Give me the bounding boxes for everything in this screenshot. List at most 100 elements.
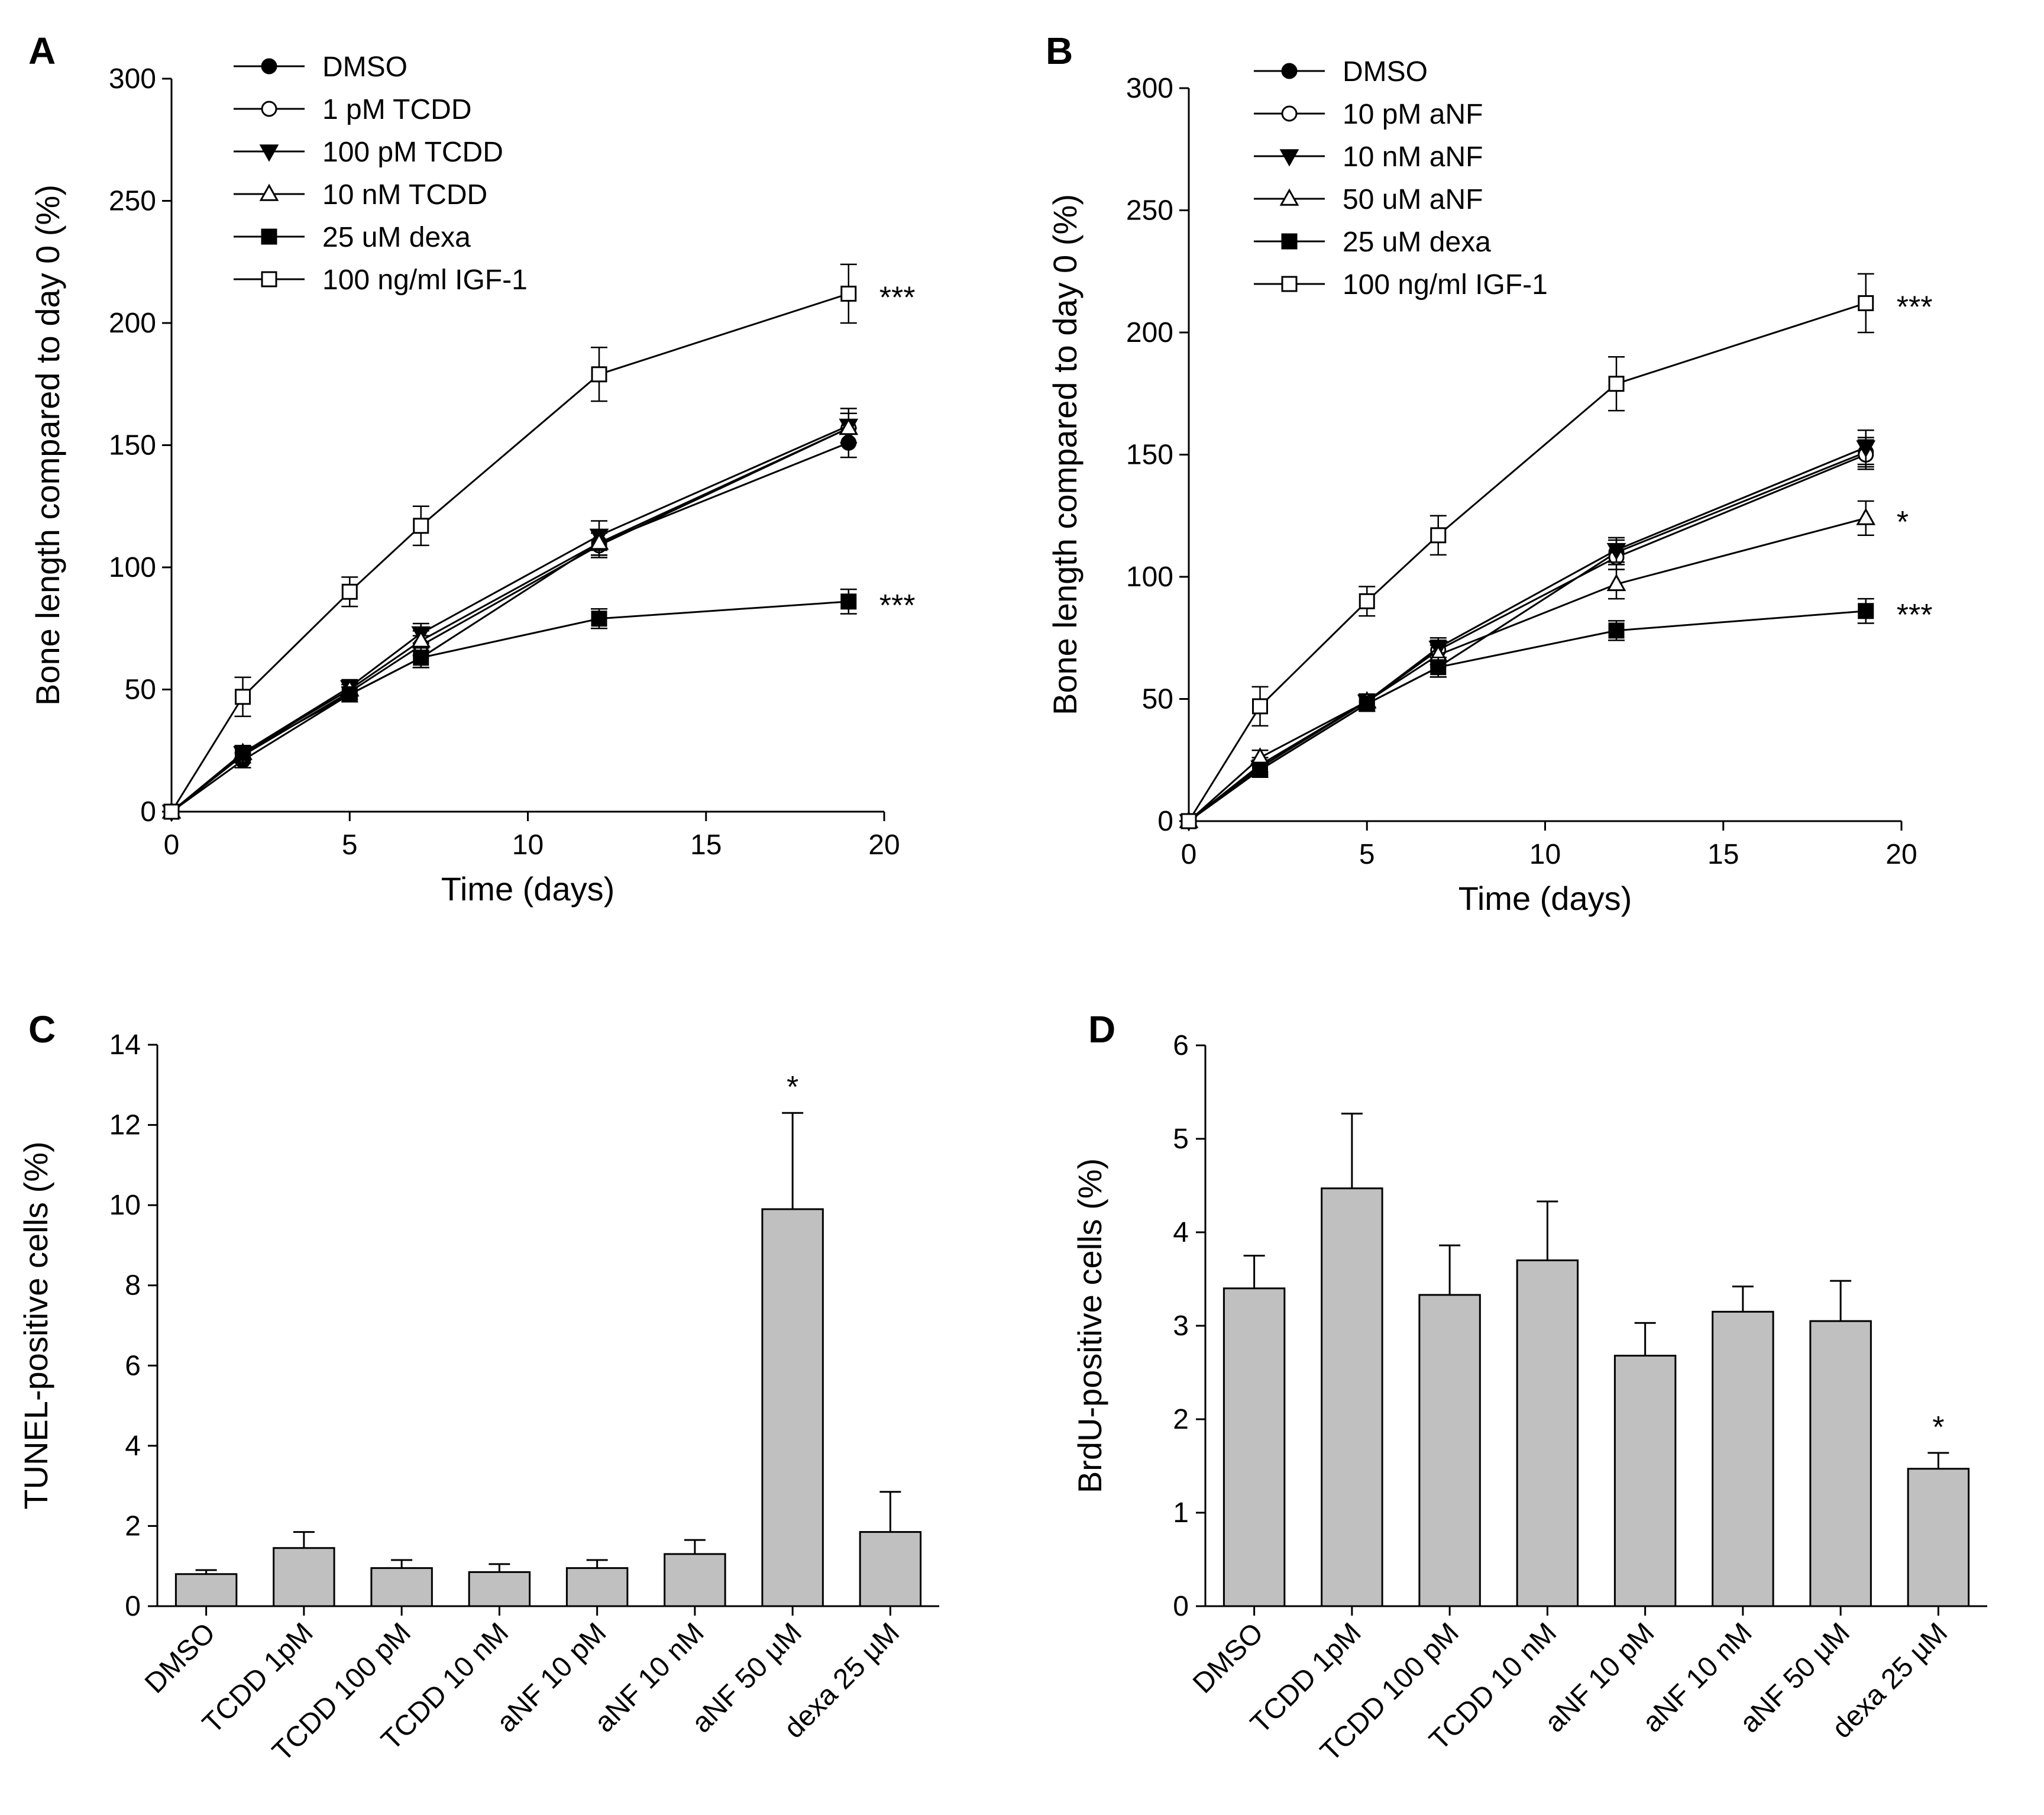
- bar-group-anf-50-m: [1809, 1280, 1872, 1607]
- y-tick-label: 2: [125, 1510, 141, 1542]
- legend-label: 10 nM TCDD: [322, 179, 487, 211]
- series-line: [1188, 302, 1867, 822]
- x-tick-label: 10: [512, 829, 544, 861]
- data-point: [839, 418, 859, 435]
- significance-marker: ***: [879, 589, 916, 623]
- y-tick-label: 50: [125, 674, 156, 706]
- bar-group-tcdd-100-pm: [1418, 1244, 1481, 1607]
- data-point: [1430, 527, 1447, 544]
- series-line: [1188, 517, 1867, 822]
- y-tick-label: 0: [1157, 806, 1173, 837]
- legend-label: 25 uM dexa: [1343, 227, 1491, 258]
- data-point: [413, 650, 429, 666]
- legend-marker: [1281, 105, 1298, 122]
- legend-marker: [1279, 188, 1299, 206]
- data-point: [1856, 508, 1876, 525]
- bar: [370, 1567, 433, 1607]
- bar: [1321, 1187, 1383, 1607]
- bar-group-anf-10-pm: [1613, 1322, 1677, 1607]
- y-tick-label: 300: [1126, 73, 1173, 104]
- bar: [859, 1531, 922, 1607]
- legend-label: 100 ng/ml IGF-1: [322, 264, 528, 296]
- panel-b-line-chart: B 0 50 100 150 200 250 300 0 5 10 15 20 Time (days) Bo…: [1046, 30, 1932, 917]
- y-tick-label: 150: [109, 430, 156, 461]
- legend-marker: [1281, 276, 1298, 292]
- bar: [664, 1553, 726, 1607]
- significance-marker: ***: [879, 280, 916, 315]
- y-tick-label: 4: [125, 1430, 141, 1462]
- y-tick-label: 200: [109, 308, 156, 339]
- x-tick-label: 10: [1529, 839, 1561, 870]
- y-tick-label: 6: [1173, 1030, 1189, 1061]
- y-tick-label: 100: [1126, 561, 1173, 593]
- data-point: [1858, 603, 1874, 619]
- bar-group-tcdd-1pm: [273, 1531, 335, 1607]
- y-tick-label: 1: [1173, 1497, 1189, 1529]
- y-tick-label: 0: [125, 1591, 141, 1622]
- x-tick-label: 20: [1885, 839, 1917, 870]
- bar-group-dexa-25-m: [1907, 1452, 1970, 1607]
- series-line: [1188, 610, 1866, 822]
- series-line: [171, 600, 849, 813]
- bar-group-tcdd-100-pm: [370, 1559, 433, 1607]
- y-tick-label: 150: [1126, 440, 1173, 471]
- panel-a-line-chart: A 0 50 100 150 200 250 300 0 5 10 15 20 Time (days) Bo…: [28, 30, 915, 908]
- bar-group-dmso: [174, 1569, 238, 1607]
- legend-marker: [261, 228, 277, 245]
- bar: [1712, 1310, 1774, 1607]
- x-axis-title: Time (days): [1458, 880, 1632, 917]
- bar: [1516, 1259, 1579, 1607]
- y-tick-label: 0: [1173, 1591, 1189, 1622]
- x-tick-label: 0: [1181, 839, 1197, 870]
- legend-label: 25 uM dexa: [322, 222, 471, 253]
- legend-item-dmso: DMSO: [1254, 56, 1428, 88]
- panel-label: A: [28, 30, 56, 72]
- data-point: [1430, 659, 1447, 676]
- bar: [273, 1547, 335, 1607]
- significance-marker: *: [787, 1070, 798, 1104]
- data-point: [413, 518, 429, 534]
- data-point: [1252, 698, 1268, 715]
- data-point: [1608, 376, 1625, 392]
- data-point: [235, 689, 251, 705]
- bar: [1222, 1287, 1286, 1607]
- legend-item-1-pm-tcdd: 1 pM TCDD: [234, 94, 472, 125]
- series-100-ng-ml-igf-1: [163, 263, 857, 820]
- x-tick-label: 15: [690, 829, 722, 861]
- data-point: [591, 366, 607, 383]
- bar: [565, 1567, 629, 1607]
- series-100-ng-ml-igf-1: [1181, 273, 1874, 829]
- panel-label: D: [1088, 1008, 1115, 1051]
- data-point: [163, 803, 180, 820]
- legend-marker: [261, 101, 277, 117]
- data-point: [1858, 295, 1874, 311]
- series-line: [170, 293, 849, 812]
- legend-item-10-nm-tcdd: 10 nM TCDD: [234, 179, 487, 211]
- x-tick-label: 5: [342, 829, 358, 861]
- significance-marker: *: [1932, 1410, 1944, 1445]
- legend-item-100-ng-ml-igf-1: 100 ng/ml IGF-1: [1254, 269, 1548, 301]
- y-tick-label: 14: [109, 1029, 141, 1061]
- bar-group-tcdd-10-nm: [468, 1563, 531, 1607]
- y-tick-label: 3: [1173, 1310, 1189, 1342]
- y-tick-label: 250: [109, 186, 156, 217]
- data-point: [341, 686, 358, 703]
- y-tick-label: 5: [1173, 1123, 1189, 1155]
- data-point: [411, 630, 431, 648]
- legend-marker: [259, 144, 279, 162]
- significance-marker: *: [1897, 505, 1909, 540]
- bar: [468, 1571, 531, 1607]
- legend-label: 10 nM aNF: [1343, 141, 1483, 173]
- legend-marker: [259, 183, 279, 201]
- legend-item-100-ng-ml-igf-1: 100 ng/ml IGF-1: [234, 264, 528, 296]
- y-tick-label: 10: [109, 1190, 141, 1221]
- data-point: [1252, 761, 1268, 778]
- data-point: [235, 745, 251, 761]
- legend-item-25-um-dexa: 25 uM dexa: [234, 222, 471, 253]
- y-tick-label: 250: [1126, 195, 1173, 227]
- data-point: [1606, 573, 1626, 592]
- data-point: [589, 532, 609, 550]
- legend-item-dmso: DMSO: [234, 51, 407, 83]
